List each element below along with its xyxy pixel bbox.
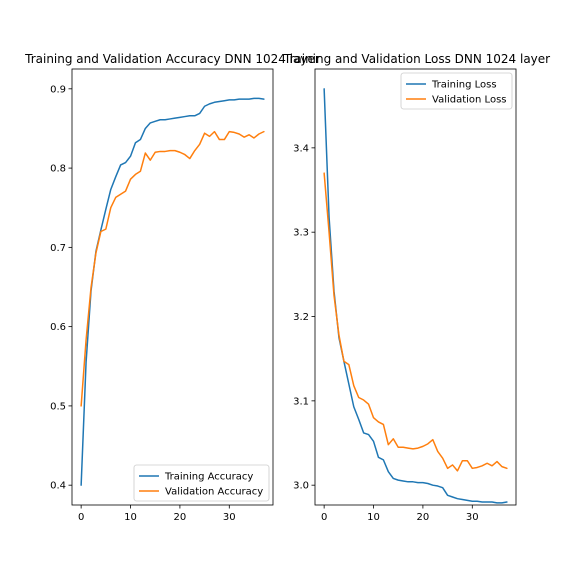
loss-chart-frame — [314, 68, 517, 506]
loss-ytick-label: 3.2 — [293, 312, 309, 323]
loss-legend-label: Validation Loss — [432, 95, 507, 106]
loss-ytick-label: 3.0 — [293, 481, 309, 492]
loss-chart-legend: Training Loss Validation Loss — [400, 72, 513, 110]
accuracy-ytick-label: 0.8 — [50, 164, 66, 175]
accuracy-chart-title: Training and Validation Accuracy DNN 102… — [24, 52, 320, 66]
loss-ytick-label: 3.1 — [293, 396, 309, 407]
accuracy-xtick-label: 30 — [223, 512, 236, 523]
accuracy-chart-lines — [80, 97, 265, 486]
loss-legend-box — [400, 72, 513, 110]
accuracy-chart-legend: Training Accuracy Validation Accuracy — [133, 464, 270, 502]
accuracy-chart-ticks: 0 10 20 30 0.4 0.5 0.6 0.7 0.8 0.9 — [50, 84, 236, 523]
loss-xtick-label: 0 — [321, 512, 327, 523]
accuracy-xtick-label: 10 — [124, 512, 137, 523]
accuracy-ytick-label: 0.6 — [50, 322, 66, 333]
accuracy-series-line-training — [80, 97, 265, 486]
accuracy-ytick-label: 0.9 — [50, 84, 66, 95]
accuracy-legend-box — [133, 464, 270, 502]
accuracy-series-line-validation — [80, 130, 265, 407]
accuracy-chart-frame — [71, 68, 274, 506]
loss-xtick-label: 20 — [417, 512, 430, 523]
accuracy-xtick-label: 0 — [78, 512, 84, 523]
accuracy-xtick-label: 20 — [174, 512, 187, 523]
loss-chart-title: Training and Validation Loss DNN 1024 la… — [283, 52, 550, 66]
loss-legend-label: Training Loss — [431, 80, 497, 91]
loss-chart-ticks: 0 10 20 30 3.0 3.1 3.2 3.3 3.4 — [293, 143, 479, 523]
loss-ytick-label: 3.4 — [293, 143, 309, 154]
loss-chart: Training and Validation Loss DNN 1024 la… — [283, 52, 550, 523]
loss-xtick-label: 30 — [466, 512, 479, 523]
loss-series-line-training — [323, 88, 508, 504]
loss-chart-lines — [323, 88, 508, 504]
accuracy-ytick-label: 0.5 — [50, 401, 66, 412]
loss-ytick-label: 3.3 — [293, 228, 309, 239]
loss-xtick-label: 10 — [367, 512, 380, 523]
accuracy-chart: Training and Validation Accuracy DNN 102… — [24, 52, 320, 523]
accuracy-legend-label: Validation Accuracy — [165, 487, 263, 498]
accuracy-ytick-label: 0.7 — [50, 243, 66, 254]
accuracy-legend-label: Training Accuracy — [164, 472, 253, 483]
accuracy-ytick-label: 0.4 — [50, 481, 66, 492]
loss-series-line-validation — [323, 172, 508, 472]
